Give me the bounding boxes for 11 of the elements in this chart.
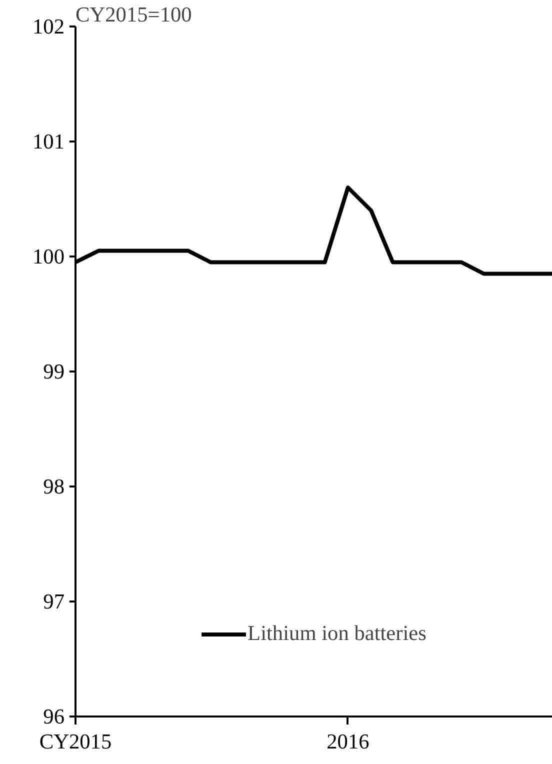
x-tick-label: CY2015 [39, 730, 112, 754]
y-tick-label: 102 [32, 14, 65, 38]
y-tick-label: 99 [43, 360, 64, 384]
legend-label: Lithium ion batteries [248, 621, 426, 646]
y-tick-label: 100 [32, 244, 65, 268]
y-tick-label: 98 [43, 474, 64, 498]
y-axis-title: CY2015=100 [76, 2, 192, 26]
y-tick-label: 96 [43, 704, 65, 728]
y-tick-label: 97 [43, 590, 65, 614]
x-tick-label: 2016 [326, 730, 370, 754]
y-tick-label: 101 [32, 130, 65, 154]
